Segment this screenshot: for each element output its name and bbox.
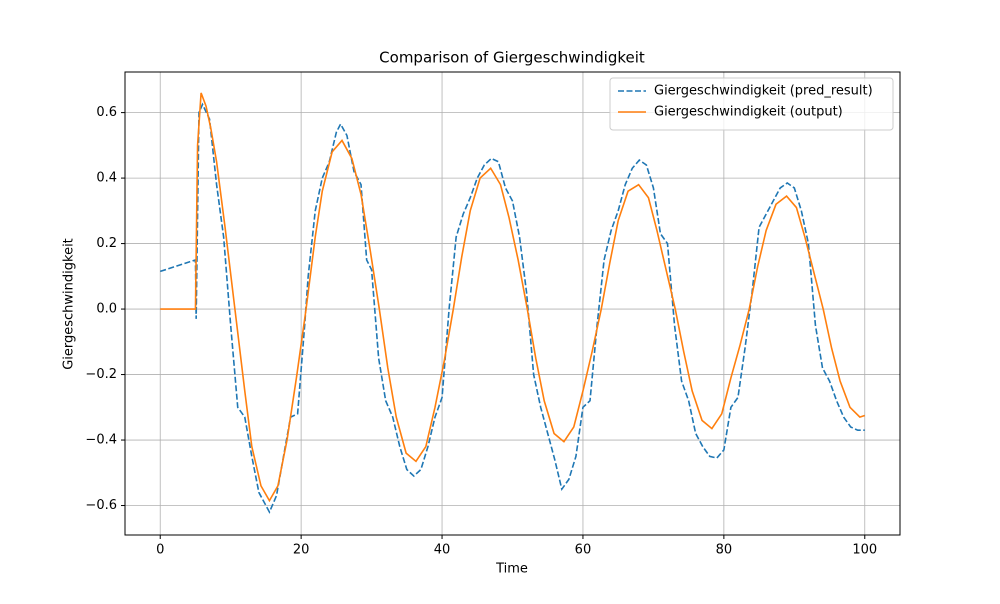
legend-label: Giergeschwindigkeit (output) [654, 105, 843, 120]
y-tick-label: −0.6 [85, 498, 117, 513]
y-tick-label: 0.2 [96, 236, 117, 251]
x-tick-label: 40 [434, 543, 451, 558]
x-tick-label: 80 [716, 543, 733, 558]
y-tick-label: 0.0 [96, 302, 117, 317]
data-line [159, 102, 865, 514]
y-axis-label: Giergeschwindigkeit [62, 238, 77, 370]
chart-title: Comparison of Giergeschwindigkeit [379, 49, 645, 67]
y-tick-label: 0.6 [96, 105, 117, 120]
y-tick-label: −0.2 [85, 367, 117, 382]
y-tick-label: 0.4 [96, 171, 117, 186]
legend: Giergeschwindigkeit (pred_result) Gierges… [609, 77, 894, 131]
legend-frame [609, 77, 894, 131]
legend-label: Giergeschwindigkeit (pred_result) [654, 84, 873, 99]
plot-frame [124, 71, 901, 536]
x-tick-label: 60 [575, 543, 592, 558]
x-axis-label: Time [495, 562, 528, 577]
x-tick-label: 0 [156, 543, 164, 558]
data-line [160, 92, 866, 503]
y-tick-label: −0.4 [85, 433, 117, 448]
x-tick-label: 20 [293, 543, 310, 558]
x-tick-label: 100 [852, 543, 877, 558]
